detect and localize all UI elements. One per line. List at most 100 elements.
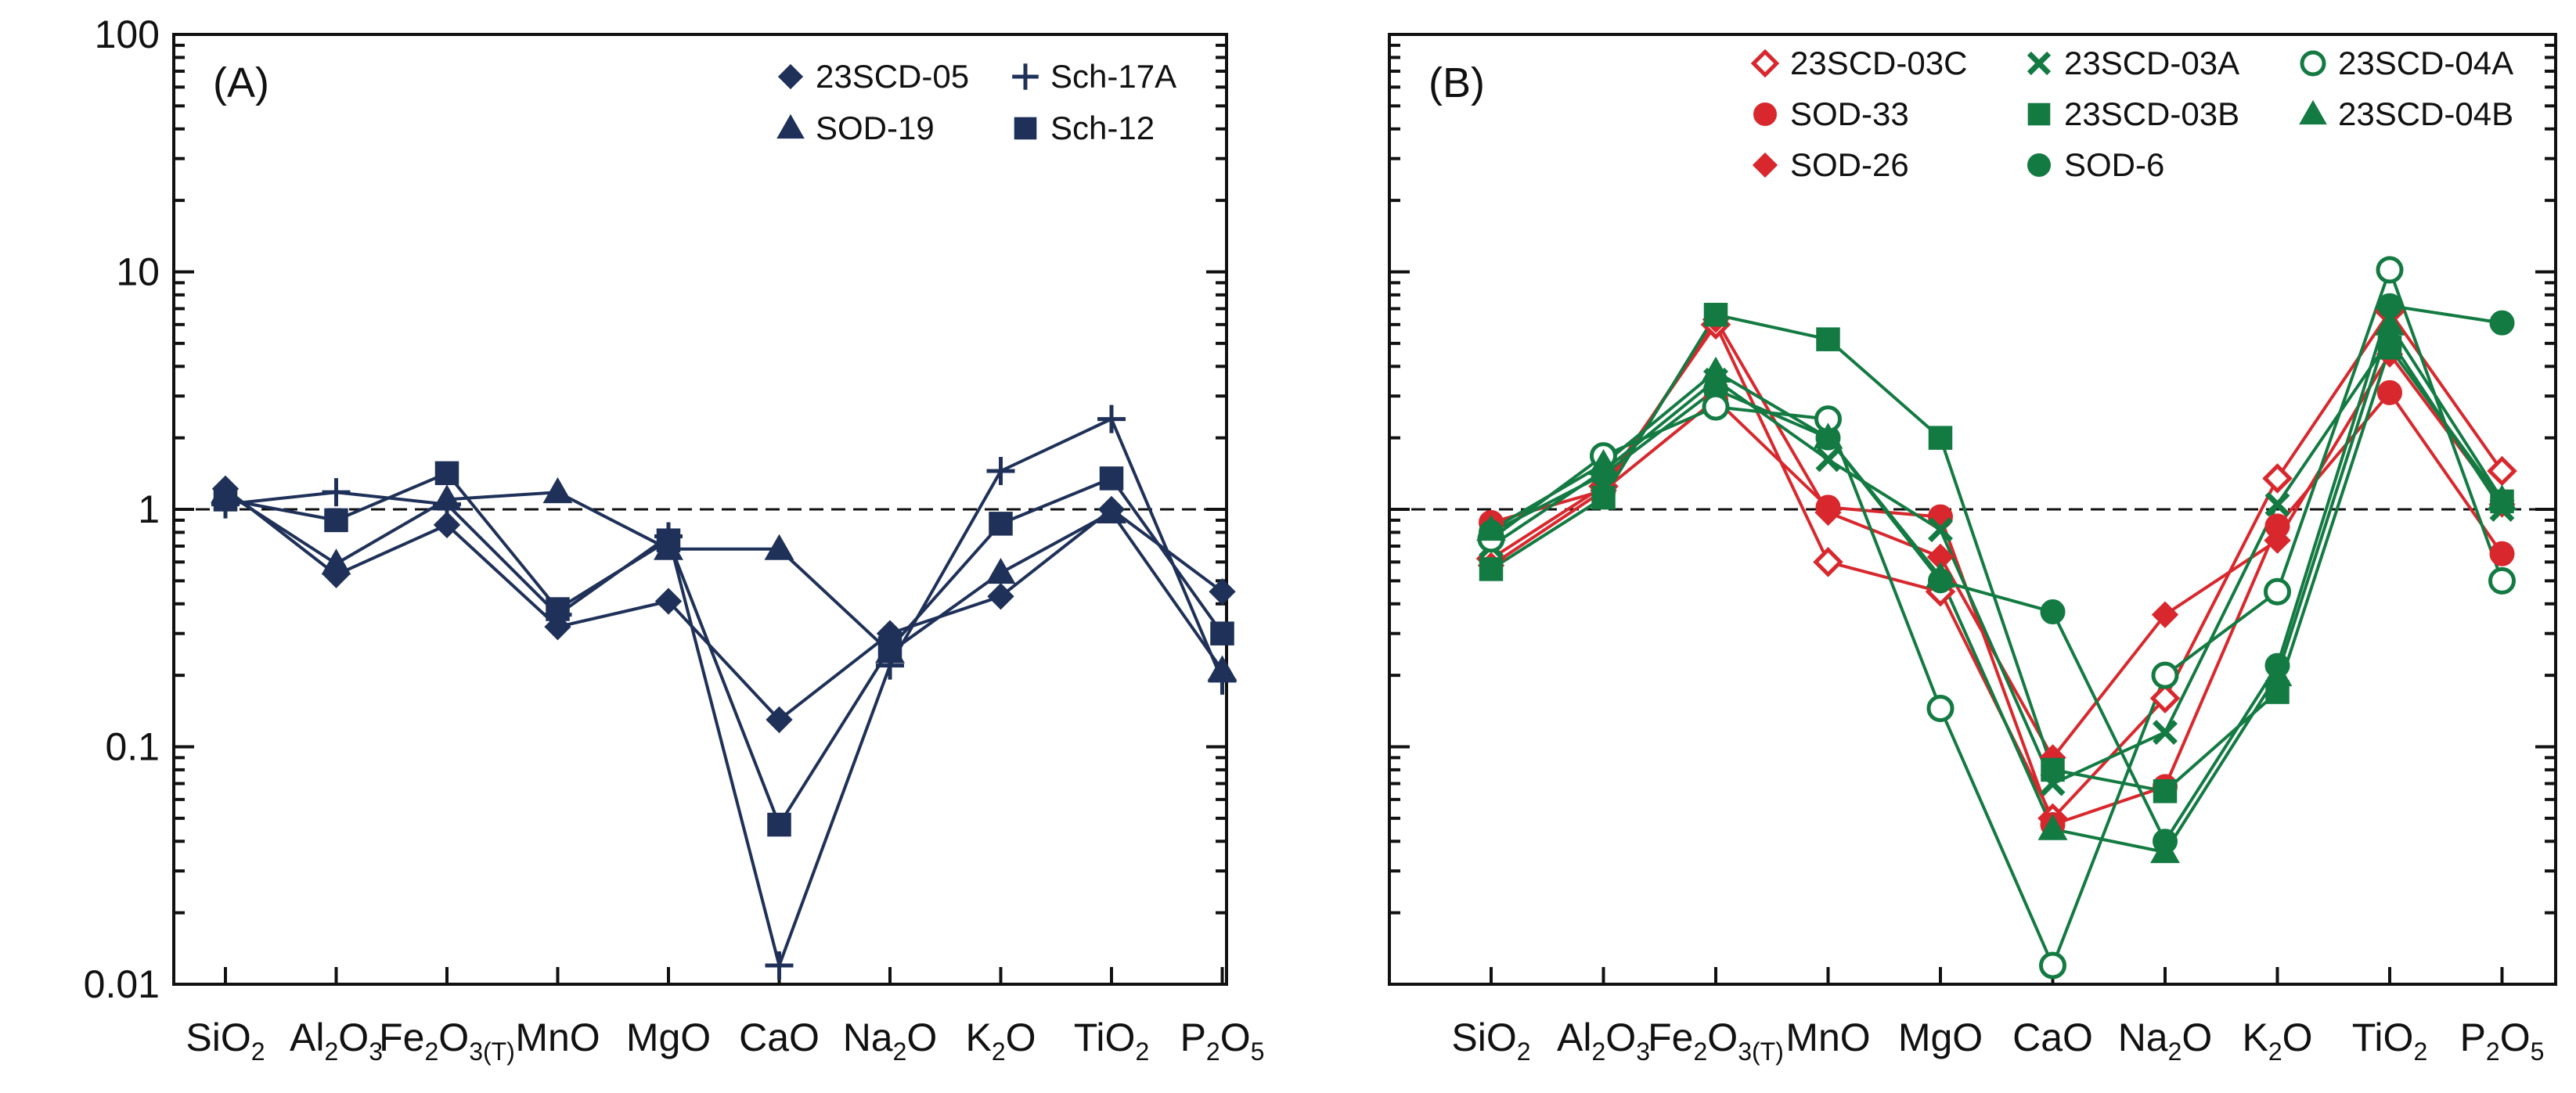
legend-item: SOD-33	[1753, 95, 1909, 132]
series-markers	[211, 404, 1238, 980]
legend-label: SOD-6	[2064, 146, 2164, 183]
data-point-23SCD-04B	[1813, 422, 1843, 449]
series-line-Sch-17A	[225, 417, 1224, 967]
data-point-SOD-19	[985, 557, 1016, 584]
legend-item: 23SCD-05	[777, 58, 969, 95]
x-tick-label: MgO	[1898, 1016, 1983, 1059]
legend-label: Sch-12	[1050, 110, 1155, 146]
data-point-Sch-12	[1099, 466, 1124, 491]
x-tick-label: CaO	[2012, 1016, 2093, 1059]
data-point-Sch-12	[324, 508, 348, 533]
series-line-23SCD-04A	[1490, 268, 2504, 967]
data-point-Sch-12	[877, 636, 903, 660]
legend-marker-Sch-17A	[1012, 63, 1039, 90]
data-point-23SCD-03A	[1815, 447, 1841, 473]
y-tick-label: 0.1	[105, 725, 160, 769]
data-point-Sch-12	[213, 487, 238, 512]
data-point-23SCD-05	[766, 706, 793, 734]
legend-marker-SOD-6	[2027, 153, 2051, 177]
x-tick-label: MnO	[1785, 1016, 1870, 1059]
data-point-23SCD-03A	[2153, 720, 2178, 746]
data-point-23SCD-03B	[2153, 779, 2178, 804]
x-tick-label: K2O	[965, 1016, 1036, 1066]
legend-item: SOD-26	[1752, 146, 1909, 183]
data-point-23SCD-03B	[1591, 485, 1616, 510]
data-point-23SCD-03C	[2149, 683, 2181, 714]
legend-item: Sch-12	[1014, 110, 1155, 146]
data-point-23SCD-03B	[1703, 303, 1728, 327]
data-point-23SCD-05	[987, 583, 1014, 610]
data-point-Sch-17A	[1097, 404, 1126, 433]
y-axis	[1389, 33, 2556, 986]
series-lines	[224, 417, 1224, 967]
x-tick-label: SiO2	[186, 1016, 265, 1066]
series-markers	[1475, 256, 2517, 980]
legend-item: 23SCD-03C	[1750, 45, 1967, 81]
data-point-SOD-26	[2151, 601, 2179, 628]
data-point-Sch-17A	[986, 457, 1015, 486]
x-tick-label: Fe2O3(T)	[379, 1016, 515, 1066]
legend-label: 23SCD-03A	[2064, 45, 2239, 81]
legend-marker-23SCD-04B	[2299, 99, 2327, 125]
legend-label: 23SCD-03B	[2064, 95, 2239, 132]
legend-marker-23SCD-05	[777, 63, 804, 90]
legend-item: Sch-17A	[1012, 58, 1176, 95]
panel-label: (A)	[213, 59, 269, 106]
data-point-23SCD-03B	[2377, 335, 2402, 360]
series-line-Sch-12	[225, 471, 1224, 826]
legend-item: 23SCD-04B	[2299, 95, 2513, 132]
data-point-23SCD-04A	[1926, 695, 1955, 723]
legend-label: 23SCD-04B	[2338, 95, 2513, 132]
data-point-SOD-6	[2489, 310, 2515, 336]
data-point-23SCD-04B	[1926, 561, 1955, 588]
data-point-Sch-12	[546, 597, 570, 621]
data-point-SOD-33	[2377, 379, 2402, 405]
y-tick-label: 0.01	[84, 962, 160, 1006]
x-tick-label: TiO2	[2352, 1016, 2427, 1066]
legend-marker-23SCD-03A	[2027, 51, 2052, 76]
data-point-23SCD-03C	[1813, 547, 1843, 577]
y-tick-label: 100	[95, 13, 160, 56]
data-point-23SCD-03B	[1928, 426, 1953, 450]
legend-item: 23SCD-03B	[2027, 95, 2239, 132]
data-point-23SCD-03B	[1816, 327, 1840, 351]
data-point-23SCD-04B	[2262, 660, 2293, 687]
data-point-23SCD-04B	[1476, 514, 1506, 541]
series-line-23SCD-05	[224, 487, 1223, 721]
data-point-23SCD-04A	[2376, 256, 2404, 284]
data-point-23SCD-05	[433, 511, 461, 539]
data-point-23SCD-03A	[2264, 491, 2290, 517]
data-point-Sch-17A	[322, 478, 351, 507]
data-point-SOD-19	[1097, 497, 1126, 523]
x-tick-label: SiO2	[1451, 1016, 1530, 1066]
data-point-23SCD-03C	[2487, 455, 2517, 487]
series-line-23SCD-03C	[1490, 310, 2504, 820]
data-point-23SCD-04A	[2039, 951, 2066, 980]
data-point-23SCD-05	[1209, 578, 1236, 606]
x-tick-label: P2O5	[1180, 1016, 1265, 1066]
data-point-SOD-19	[321, 548, 351, 575]
series-line-SOD-19	[224, 491, 1224, 671]
legend-label: SOD-26	[1790, 146, 1909, 183]
data-point-23SCD-04B	[2037, 814, 2068, 840]
y-tick-label: 1	[138, 487, 160, 531]
x-tick-label: MgO	[626, 1016, 711, 1059]
legend-item: 23SCD-04A	[2300, 45, 2513, 81]
data-point-SOD-19	[764, 534, 794, 560]
data-point-23SCD-04B	[2375, 309, 2405, 336]
legend-marker-SOD-19	[776, 113, 805, 139]
legend-marker-23SCD-03B	[2027, 102, 2051, 126]
legend-marker-SOD-33	[1753, 102, 1777, 126]
data-point-23SCD-04A	[1702, 393, 1730, 421]
data-point-23SCD-04B	[2150, 836, 2180, 864]
data-point-SOD-33	[2489, 541, 2515, 566]
legend-marker-23SCD-03C	[1750, 49, 1780, 78]
data-point-SOD-26	[2264, 527, 2291, 554]
legend-label: 23SCD-05	[816, 58, 969, 95]
data-point-23SCD-04A	[2151, 661, 2179, 689]
data-point-SOD-6	[2040, 599, 2066, 625]
legend: 23SCD-03C SOD-33 SOD-26 23SCD-03A 23SCD-03B S…	[1750, 45, 2513, 183]
data-point-Sch-12	[767, 812, 791, 837]
